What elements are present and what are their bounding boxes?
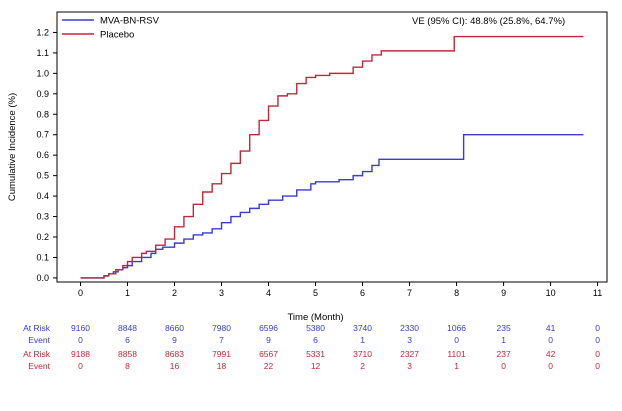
risk-cell: 9 <box>266 335 271 345</box>
ve-annotation: VE (95% CI): 48.8% (25.8%, 64.7%) <box>412 16 565 27</box>
risk-cell: 1 <box>454 361 459 371</box>
risk-cell: 0 <box>595 323 600 333</box>
y-tick-label: 0.3 <box>36 212 49 222</box>
y-tick-label: 0.4 <box>36 191 49 201</box>
risk-cell: 5331 <box>306 349 325 359</box>
risk-cell: 0 <box>595 335 600 345</box>
risk-cell: 7991 <box>212 349 231 359</box>
y-tick-label: 1.0 <box>36 68 49 78</box>
y-tick-label: 0.1 <box>36 252 49 262</box>
risk-cell: 16 <box>170 361 180 371</box>
y-tick-label: 0.9 <box>36 89 49 99</box>
plot-frame <box>56 11 608 283</box>
risk-row-label: Event <box>28 335 50 345</box>
risk-cell: 6 <box>313 335 318 345</box>
y-tick-label: 0.7 <box>36 130 49 140</box>
risk-cell: 2 <box>360 361 365 371</box>
y-tick-label: 0.0 <box>36 273 49 283</box>
risk-cell: 9188 <box>71 349 90 359</box>
series-line-placebo <box>80 35 584 279</box>
risk-row-label: At Risk <box>23 323 51 333</box>
risk-cell: 2327 <box>400 349 419 359</box>
risk-cell: 0 <box>595 349 600 359</box>
risk-cell: 0 <box>78 335 83 345</box>
risk-cell: 6596 <box>259 323 278 333</box>
y-tick-label: 1.1 <box>36 48 49 58</box>
risk-cell: 7 <box>219 335 224 345</box>
risk-cell: 3740 <box>353 323 372 333</box>
risk-cell: 3 <box>407 361 412 371</box>
x-tick-label: 7 <box>407 288 412 298</box>
risk-cell: 8848 <box>118 323 137 333</box>
risk-cell: 42 <box>546 349 556 359</box>
legend: MVA-BN-RSV Placebo <box>62 16 160 41</box>
axes: 0 1 2 3 4 5 6 7 8 9 10 11 0.0 0.1 0.2 0.3 0.4 0.5 0.6 0.7 0.… <box>36 27 602 298</box>
risk-cell: 18 <box>217 361 227 371</box>
risk-cell: 235 <box>496 323 510 333</box>
x-tick-label: 8 <box>454 288 459 298</box>
risk-cell: 1 <box>360 335 365 345</box>
risk-cell: 12 <box>311 361 321 371</box>
risk-cell: 0 <box>595 361 600 371</box>
risk-cell: 8858 <box>118 349 137 359</box>
risk-cell: 6 <box>125 335 130 345</box>
risk-cell: 5380 <box>306 323 325 333</box>
x-tick-label: 1 <box>125 288 130 298</box>
risk-cell: 0 <box>78 361 83 371</box>
y-tick-label: 0.2 <box>36 232 49 242</box>
x-tick-label: 11 <box>593 288 602 298</box>
x-tick-label: 5 <box>313 288 318 298</box>
risk-cell: 41 <box>546 323 556 333</box>
x-tick-label: 10 <box>546 288 556 298</box>
x-tick-label: 9 <box>501 288 506 298</box>
risk-row-label: Event <box>28 361 50 371</box>
x-tick-label: 0 <box>78 288 83 298</box>
risk-cell: 8660 <box>165 323 184 333</box>
risk-cell: 1101 <box>447 349 466 359</box>
risk-cell: 0 <box>548 335 553 345</box>
risk-cell: 0 <box>501 361 506 371</box>
risk-cell: 1 <box>501 335 506 345</box>
y-tick-label: 0.5 <box>36 171 49 181</box>
legend-label: Placebo <box>100 30 134 41</box>
series-layer <box>80 35 584 279</box>
risk-cell: 2330 <box>400 323 419 333</box>
risk-cell: 8 <box>125 361 130 371</box>
risk-cell: 22 <box>264 361 274 371</box>
risk-cell: 7980 <box>212 323 231 333</box>
y-tick-label: 0.8 <box>36 109 49 119</box>
plot-border <box>56 11 608 283</box>
risk-row-label: At Risk <box>23 349 51 359</box>
x-tick-label: 6 <box>360 288 365 298</box>
x-tick-label: 2 <box>172 288 177 298</box>
y-axis-label: Cumulative Incidence (%) <box>7 93 18 201</box>
risk-cell: 8683 <box>165 349 184 359</box>
risk-cell: 6567 <box>259 349 278 359</box>
risk-cell: 3 <box>407 335 412 345</box>
risk-cell: 1066 <box>447 323 466 333</box>
risk-cell: 0 <box>548 361 553 371</box>
x-tick-label: 4 <box>266 288 271 298</box>
legend-label: MVA-BN-RSV <box>100 16 160 27</box>
risk-cell: 237 <box>496 349 510 359</box>
risk-cell: 0 <box>454 335 459 345</box>
risk-cell: 9 <box>172 335 177 345</box>
risk-cell: 3710 <box>353 349 372 359</box>
x-axis-label: Time (Month) <box>287 312 343 323</box>
series-line-mva-bn-rsv <box>80 134 584 279</box>
y-tick-label: 0.6 <box>36 150 49 160</box>
y-tick-label: 1.2 <box>36 27 49 37</box>
risk-cell: 9160 <box>71 323 90 333</box>
risk-table: At Risk 9160 8848 8660 7980 6596 5380 3740 2330 1… <box>23 323 600 371</box>
x-tick-label: 3 <box>219 288 224 298</box>
